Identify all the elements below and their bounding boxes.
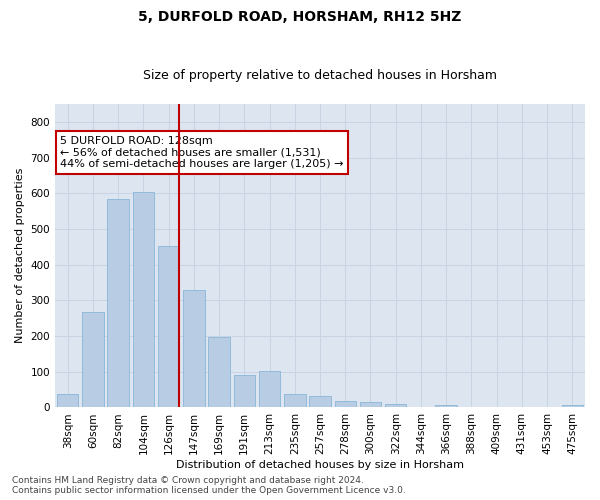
Bar <box>284 394 305 407</box>
Y-axis label: Number of detached properties: Number of detached properties <box>15 168 25 344</box>
Bar <box>335 402 356 407</box>
Text: 5, DURFOLD ROAD, HORSHAM, RH12 5HZ: 5, DURFOLD ROAD, HORSHAM, RH12 5HZ <box>139 10 461 24</box>
Bar <box>107 198 129 408</box>
Bar <box>562 404 583 407</box>
Bar <box>82 312 104 408</box>
Bar <box>436 404 457 407</box>
Text: Contains HM Land Registry data © Crown copyright and database right 2024.
Contai: Contains HM Land Registry data © Crown c… <box>12 476 406 495</box>
Bar <box>133 192 154 408</box>
Bar <box>360 402 381 407</box>
X-axis label: Distribution of detached houses by size in Horsham: Distribution of detached houses by size … <box>176 460 464 470</box>
Bar <box>385 404 406 407</box>
Bar <box>309 396 331 407</box>
Bar <box>183 290 205 408</box>
Bar <box>208 337 230 407</box>
Bar <box>57 394 79 407</box>
Text: 5 DURFOLD ROAD: 128sqm
← 56% of detached houses are smaller (1,531)
44% of semi-: 5 DURFOLD ROAD: 128sqm ← 56% of detached… <box>61 136 344 169</box>
Bar <box>233 376 255 408</box>
Bar <box>158 246 179 408</box>
Bar <box>259 372 280 408</box>
Title: Size of property relative to detached houses in Horsham: Size of property relative to detached ho… <box>143 69 497 82</box>
